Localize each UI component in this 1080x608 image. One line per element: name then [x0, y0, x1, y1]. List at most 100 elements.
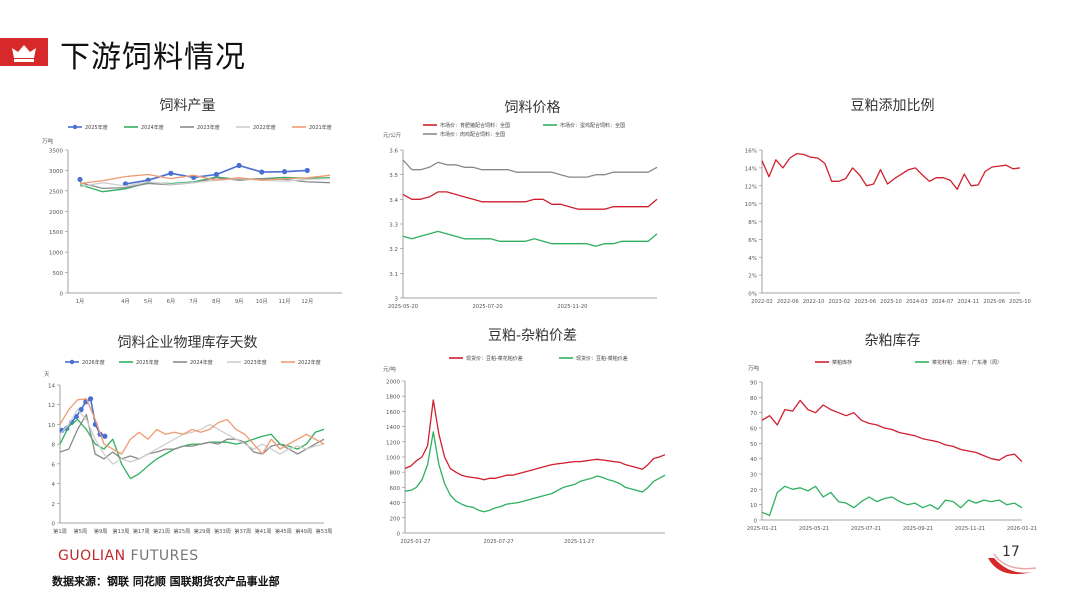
legend-label: 市场价：肉鸡配合饲料：全国	[440, 131, 505, 138]
y-tick-label: 0%	[748, 292, 757, 298]
x-tick-label: 第49周	[295, 527, 312, 535]
y-tick-label: 8%	[748, 220, 757, 226]
y-tick-label: 3500	[49, 149, 63, 155]
data-point	[77, 176, 83, 183]
legend-label: 2022年度	[253, 124, 276, 131]
legend-label: 2025年度	[85, 124, 108, 131]
y-tick-label: 6%	[748, 238, 757, 244]
chart-svg-soymeal-ratio: 0% 2% 4% 6% 8% 10% 12% 14% 16% 2022-02 2022-06 2022…	[745, 149, 1031, 306]
x-tick-label: 2025-09-21	[903, 526, 933, 532]
corner-swoosh-icon	[988, 553, 1037, 575]
y-tick-label: 4	[52, 482, 56, 488]
chart-svg-misc-meal-stock: 0 10 20 30 40 50 60 70 80 90 万吨 2025-01-21 2025-05-2…	[747, 359, 1037, 532]
y-tick-label: 4%	[748, 256, 757, 262]
chart-soymeal-spread: 豆粕-杂粕价差 0 200 400 600 800 1000 1200 1400 1600 180…	[365, 323, 700, 550]
series-line	[79, 177, 331, 188]
y-tick-label: 30	[750, 473, 757, 479]
crown-icon	[12, 45, 36, 62]
series-line	[59, 413, 325, 460]
y-tick-label: 80	[750, 396, 757, 402]
x-tick-label: 2022-06	[777, 299, 799, 305]
x-tick-label: 7月	[189, 298, 198, 305]
y-tick-label: 3	[395, 297, 399, 303]
chart-feed-inventory-days: 饲料企业物理库存天数 0 2 4 6 8 10 12 14 天第1周 第5周 第9周 第13周 第17周…	[20, 330, 355, 550]
y-tick-label: 12	[48, 403, 55, 409]
chart-title: 饲料价格	[504, 100, 561, 116]
y-tick-label: 3.5	[389, 173, 398, 179]
x-tick-label: 2022-02	[751, 299, 773, 305]
y-tick-label: 0	[397, 532, 401, 538]
data-point	[59, 427, 65, 433]
series-line	[761, 485, 1023, 517]
chart-title: 饲料产量	[159, 98, 216, 114]
y-tick-label: 3.1	[389, 272, 398, 278]
x-tick-label: 5月	[144, 298, 153, 305]
y-tick-label: 3.2	[389, 247, 398, 253]
chart-feed-output: 饲料产量 0 500 1000 1500 2000 2500 3000 3500 万吨 1月 4月 5…	[20, 95, 355, 320]
chart-title: 豆粕添加比例	[850, 98, 935, 114]
y-tick-label: 3.6	[389, 149, 398, 155]
x-tick-label: 2023-06	[854, 299, 876, 305]
data-point	[304, 167, 310, 174]
legend-label: 现货价：豆粕-菜花粕价差	[466, 355, 523, 362]
x-tick-label: 2025-05-21	[799, 526, 829, 532]
y-tick-label: 10	[48, 423, 55, 429]
x-tick-label: 第5周	[73, 527, 87, 535]
y-tick-label: 2500	[49, 189, 63, 195]
x-tick-label: 12月	[301, 298, 313, 305]
y-tick-label: 800	[390, 471, 401, 477]
chart-svg-feed-output: 0 500 1000 1500 2000 2500 3000 3500 万吨 1月 4月 5月 6月 7月…	[42, 124, 342, 305]
x-tick-label: 2023-10	[880, 299, 902, 305]
y-tick-label: 6	[52, 462, 56, 468]
data-point	[236, 162, 242, 169]
x-tick-label: 第45周	[275, 527, 292, 535]
y-tick-label: 14	[48, 384, 55, 390]
y-tick-label: 1400	[386, 425, 400, 431]
series-line	[404, 431, 666, 513]
series-line	[59, 408, 325, 465]
y-tick-label: 10%	[745, 202, 757, 208]
x-tick-label: 2025-07-20	[473, 304, 503, 310]
data-point	[259, 169, 265, 175]
y-tick-label: 200	[390, 516, 401, 522]
chart-misc-meal-stock: 杂粕库存 0 10 20 30 40 50 60 70 80 90 万吨 2025-01-21 2025…	[720, 330, 1065, 550]
legend-label: 2021年度	[309, 124, 332, 131]
x-tick-label: 第1周	[53, 527, 67, 535]
x-tick-label: 第9周	[94, 527, 108, 535]
series-line	[79, 176, 331, 193]
legend-label: 2022年度	[298, 359, 321, 366]
data-point	[78, 407, 84, 413]
y-tick-label: 3.4	[389, 198, 398, 204]
y-tick-label: 16%	[745, 149, 757, 155]
legend-label: 2023年度	[197, 124, 220, 131]
y-tick-label: 400	[390, 501, 401, 507]
y-tick-label: 50	[750, 442, 757, 448]
series-line	[402, 159, 658, 178]
series-line	[61, 398, 106, 438]
y-tick-label: 40	[750, 457, 757, 463]
y-tick-label: 2%	[748, 274, 757, 280]
company-logo-text: GUOLIAN FUTURES	[58, 548, 199, 564]
data-point	[281, 169, 288, 175]
series-line	[79, 173, 331, 185]
y-tick-label: 12%	[745, 184, 757, 190]
x-tick-label: 2024-11	[958, 299, 980, 305]
y-tick-label: 2000	[386, 380, 400, 386]
series-line	[79, 177, 331, 190]
series-line	[761, 399, 1023, 463]
x-tick-label: 第33周	[214, 527, 231, 535]
chart-title: 饲料企业物理库存天数	[117, 335, 258, 351]
y-tick-label: 90	[750, 381, 757, 387]
y-tick-label: 1600	[386, 410, 400, 416]
legend-label: 菜粕库存	[832, 359, 852, 366]
x-tick-label: 1月	[76, 298, 85, 305]
y-tick-label: 20	[750, 488, 757, 494]
y-tick-label: 1000	[386, 456, 400, 462]
data-point	[87, 396, 94, 402]
y-tick-label: 60	[750, 427, 757, 433]
chart-title: 豆粕-杂粕价差	[487, 328, 578, 344]
legend-marker	[69, 359, 75, 365]
logo-main: GUOLIAN	[58, 548, 126, 564]
page-title: 下游饲料情况	[60, 40, 246, 75]
